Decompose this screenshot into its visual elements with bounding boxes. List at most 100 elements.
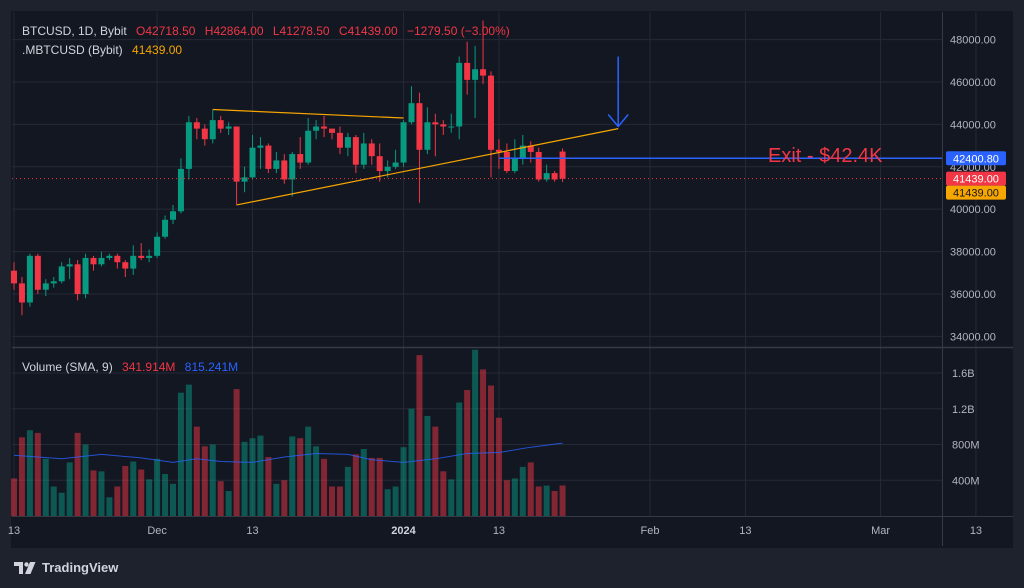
close-value: C41439.00 [338, 24, 398, 38]
time-tick-label[interactable]: 2024 [391, 525, 416, 537]
candle-body [177, 168, 184, 212]
price-tick-label[interactable]: 34000.00 [950, 331, 996, 343]
drawings-layer[interactable] [12, 56, 942, 206]
candle-body [162, 219, 169, 237]
candle-body [257, 145, 264, 148]
candle-body [432, 122, 439, 125]
candle-body [241, 177, 248, 182]
tradingview-logo-icon [14, 561, 36, 574]
exit-price-tag-background [946, 151, 1006, 166]
candle-body [11, 270, 17, 284]
time-tick-label[interactable]: Mar [871, 525, 890, 537]
last-price-tag-background [946, 171, 1006, 186]
volume-bar [519, 466, 526, 516]
time-tick-label[interactable]: Dec [147, 525, 167, 537]
candle-body [376, 156, 383, 172]
candle-body [488, 75, 494, 150]
candle-body [400, 122, 407, 163]
candle-body [122, 262, 129, 269]
candle-body [265, 145, 272, 169]
volume-bar [543, 485, 550, 516]
volume-bar [106, 497, 113, 516]
index-legend[interactable]: .MBTCUSD (Bybit) 41439.00 [22, 43, 182, 57]
candle-body [480, 69, 487, 76]
candle-body [472, 69, 479, 80]
volume-bar [82, 444, 89, 516]
volume-bar [551, 490, 558, 516]
volume-bar [90, 470, 97, 516]
price-tick-label[interactable]: 36000.00 [950, 289, 996, 301]
price-tick-label[interactable]: 44000.00 [950, 119, 996, 131]
candle-body [503, 151, 510, 172]
volume-bar [289, 436, 296, 516]
volume-bar [511, 478, 518, 516]
volume-sma-line [13, 442, 563, 463]
price-tick-label[interactable]: 40000.00 [950, 204, 996, 216]
candle-body [82, 257, 89, 294]
volume-bar [313, 446, 320, 516]
price-tick-label[interactable]: 46000.00 [950, 77, 996, 89]
volume-tick-label[interactable]: 1.6B [952, 368, 975, 380]
candle-body [344, 137, 351, 148]
volume-bar [241, 441, 248, 516]
trendline-upper[interactable] [212, 108, 404, 119]
volume-bar [74, 432, 81, 516]
candle-body [360, 143, 367, 165]
candle-body [66, 264, 73, 267]
volume-bar [138, 469, 145, 516]
volume-tick-label[interactable]: 1.2B [952, 404, 975, 416]
volume-bar [50, 486, 57, 516]
main-legend[interactable]: BTCUSD, 1D, Bybit O42718.50 H42864.00 L4… [22, 24, 510, 38]
volume-bar [336, 486, 343, 516]
candle-body [321, 126, 328, 129]
volume-bar [26, 430, 33, 516]
volume-bars [11, 349, 566, 516]
trendline-lower[interactable] [236, 128, 619, 206]
time-tick-label[interactable]: 13 [246, 525, 258, 537]
tradingview-brand[interactable]: TradingView [14, 560, 118, 575]
volume-bar [384, 489, 391, 516]
candle-body [519, 145, 526, 159]
time-tick-label[interactable]: 13 [970, 525, 982, 537]
time-tick-label[interactable]: 13 [8, 525, 20, 537]
time-tick-label[interactable]: 13 [493, 525, 505, 537]
candle-body [392, 162, 399, 167]
volume-bar [432, 426, 439, 516]
volume-bar [488, 385, 494, 516]
volume-bar [416, 355, 423, 516]
volume-bar [146, 479, 153, 516]
candle-body [233, 126, 240, 182]
volume-bar [527, 462, 534, 516]
symbol-label[interactable]: BTCUSD, 1D, Bybit [22, 24, 127, 38]
volume-bar [503, 480, 510, 516]
volume-tick-label[interactable]: 800M [952, 440, 980, 452]
candle-body [440, 124, 447, 127]
index-name[interactable]: .MBTCUSD (Bybit) [22, 43, 123, 57]
candle-body [138, 255, 145, 258]
volume-bar [456, 402, 463, 516]
volume-tick-label[interactable]: 400M [952, 475, 980, 487]
candle-body [273, 160, 280, 169]
candle-body [543, 173, 550, 180]
candle-body [456, 62, 463, 127]
volume-bar [58, 492, 65, 516]
time-tick-label[interactable]: 13 [739, 525, 751, 537]
time-tick-label[interactable]: Feb [641, 525, 660, 537]
volume-bar [297, 438, 304, 516]
volume-bar [98, 471, 105, 516]
candle-body [289, 154, 296, 180]
candle-body [495, 149, 502, 152]
price-tick-label[interactable]: 38000.00 [950, 247, 996, 259]
last-price-tag-text: 41439.00 [953, 174, 999, 186]
price-tick-label[interactable]: 48000.00 [950, 35, 996, 47]
exit-annotation[interactable]: Exit - $42.4K [768, 145, 883, 167]
volume-bar [376, 457, 383, 516]
volume-bar [225, 490, 232, 516]
brand-name: TradingView [42, 560, 119, 575]
volume-label[interactable]: Volume (SMA, 9) [22, 360, 113, 374]
volume-bar [170, 483, 176, 516]
volume-legend[interactable]: Volume (SMA, 9) 341.914M 815.241M [22, 360, 238, 374]
volume-bar [305, 426, 312, 516]
